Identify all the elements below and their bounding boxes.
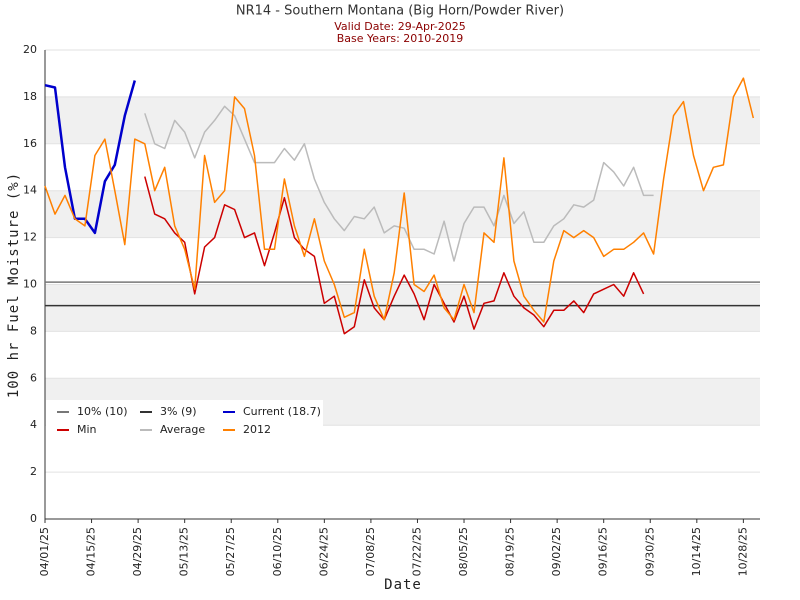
x-tick-label: 09/30/25 xyxy=(643,527,656,576)
x-tick-label: 07/22/25 xyxy=(410,527,423,576)
y-tick-label: 4 xyxy=(30,418,37,431)
y-tick-label: 20 xyxy=(23,43,37,56)
y-tick-label: 2 xyxy=(30,465,37,478)
legend-label: Min xyxy=(77,423,97,436)
x-tick-label: 08/19/25 xyxy=(504,527,517,576)
legend-label: 3% (9) xyxy=(160,405,197,418)
x-tick-label: 09/02/25 xyxy=(550,527,563,576)
grid-band xyxy=(45,284,760,332)
y-tick-label: 18 xyxy=(23,90,37,103)
x-tick-label: 10/14/25 xyxy=(690,527,703,576)
grid-band xyxy=(45,190,760,238)
series-line xyxy=(44,77,755,323)
chart-subtitle: Valid Date: 29-Apr-2025 xyxy=(334,20,466,33)
x-tick-label: 08/05/25 xyxy=(457,527,470,576)
x-axis-label: Date xyxy=(384,577,422,593)
x-tick-label: 06/10/25 xyxy=(271,527,284,576)
chart-subtitle: Base Years: 2010-2019 xyxy=(337,32,463,45)
series-line xyxy=(44,80,137,235)
x-tick-label: 09/16/25 xyxy=(597,527,610,576)
chart-title: NR14 - Southern Montana (Big Horn/Powder… xyxy=(236,4,564,19)
y-tick-label: 8 xyxy=(30,324,37,337)
y-tick-label: 10 xyxy=(23,278,37,291)
x-tick-label: 04/15/25 xyxy=(85,527,98,576)
x-tick-label: 10/28/25 xyxy=(736,527,749,576)
x-tick-label: 06/24/25 xyxy=(317,527,330,576)
x-tick-label: 05/27/25 xyxy=(224,527,237,576)
x-tick-label: 05/13/25 xyxy=(178,527,191,576)
x-tick-label: 04/29/25 xyxy=(131,527,144,576)
y-tick-label: 16 xyxy=(23,137,37,150)
series-line xyxy=(144,176,645,335)
y-tick-label: 6 xyxy=(30,371,37,384)
x-tick-label: 04/01/25 xyxy=(38,527,51,576)
y-tick-label: 14 xyxy=(23,184,37,197)
y-tick-label: 12 xyxy=(23,231,37,244)
grid-band xyxy=(45,96,760,144)
y-axis-label: 100 hr Fuel Moisture (%) xyxy=(6,172,22,398)
legend-label: Average xyxy=(160,423,205,436)
legend-box xyxy=(46,400,323,440)
y-tick-label: 0 xyxy=(30,512,37,525)
x-tick-label: 07/08/25 xyxy=(364,527,377,576)
legend-label: 10% (10) xyxy=(77,405,128,418)
legend-label: 2012 xyxy=(243,423,271,436)
legend-label: Current (18.7) xyxy=(243,405,321,418)
